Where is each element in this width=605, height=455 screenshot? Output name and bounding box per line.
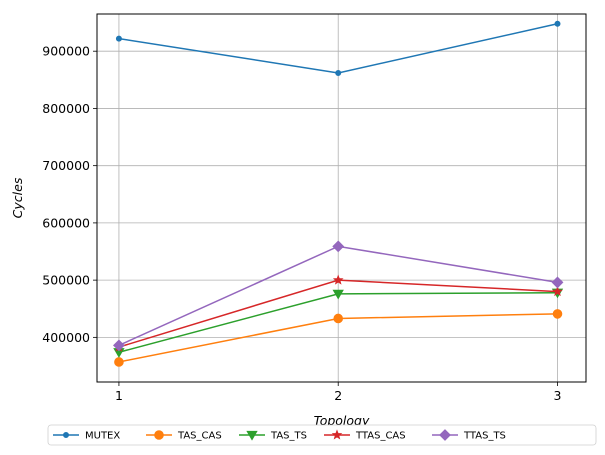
legend-marker-ttas-cas bbox=[331, 429, 343, 440]
plot-frame bbox=[96, 13, 587, 383]
legend-marker-tas-cas bbox=[154, 430, 164, 440]
grid bbox=[97, 14, 586, 382]
legend-label: TAS_TS bbox=[270, 431, 307, 442]
x-axis-title: Topology bbox=[314, 413, 370, 428]
data-point-mutex bbox=[335, 69, 342, 76]
y-tick-label: 700000 bbox=[42, 158, 90, 173]
data-point-mutex bbox=[115, 35, 122, 42]
legend-box bbox=[47, 424, 597, 446]
legend-entry-tas-ts: TAS_TS bbox=[239, 431, 307, 442]
legend-marker-ttas-ts bbox=[439, 429, 451, 441]
y-tick-label: 500000 bbox=[42, 273, 90, 288]
y-tick-label: 400000 bbox=[42, 330, 90, 345]
data-point-tas-cas bbox=[114, 357, 124, 367]
legend-label: TTAS_TS bbox=[463, 431, 506, 442]
data-point-tas-ts bbox=[332, 289, 344, 300]
legend-entry-ttas-ts: TTAS_TS bbox=[432, 429, 506, 442]
legend-marker-tas-ts bbox=[246, 430, 258, 441]
x-tick-label: 2 bbox=[334, 388, 342, 403]
legend: MUTEX TAS_CAS TAS_TS TTAS_CAS TTAS_TS bbox=[47, 424, 597, 446]
data-point-tas-cas bbox=[552, 309, 563, 319]
data-point-ttas-ts bbox=[332, 240, 345, 253]
series-tas-cas bbox=[114, 309, 563, 367]
series-layer bbox=[113, 20, 564, 367]
legend-entry-tas-cas: TAS_CAS bbox=[146, 430, 222, 442]
y-tick-label: 900000 bbox=[42, 44, 90, 59]
legend-label: TTAS_CAS bbox=[355, 431, 406, 442]
y-tick-label: 600000 bbox=[42, 215, 90, 230]
legend-label: MUTEX bbox=[85, 431, 120, 442]
data-point-tas-cas bbox=[333, 313, 344, 324]
data-point-ttas-cas bbox=[552, 285, 563, 297]
data-point-ttas-cas bbox=[332, 274, 344, 285]
legend-entry-ttas-cas: TTAS_CAS bbox=[324, 429, 406, 442]
series-ttas-ts bbox=[113, 240, 564, 352]
ticks: 1 2 3 400000 500000 600000 700000 800000 900000 bbox=[42, 44, 561, 403]
x-tick-label: 1 bbox=[115, 388, 123, 403]
legend-entry-mutex: MUTEX bbox=[53, 431, 120, 442]
data-point-ttas-ts bbox=[113, 339, 125, 352]
x-tick-label: 3 bbox=[554, 388, 562, 403]
legend-label: TAS_CAS bbox=[177, 431, 222, 442]
series-mutex bbox=[115, 20, 561, 76]
legend-marker-mutex bbox=[63, 432, 69, 438]
data-point-mutex bbox=[554, 20, 561, 27]
y-axis-title: Cycles bbox=[10, 177, 25, 218]
data-point-ttas-ts bbox=[551, 276, 564, 289]
y-tick-label: 800000 bbox=[42, 101, 90, 116]
